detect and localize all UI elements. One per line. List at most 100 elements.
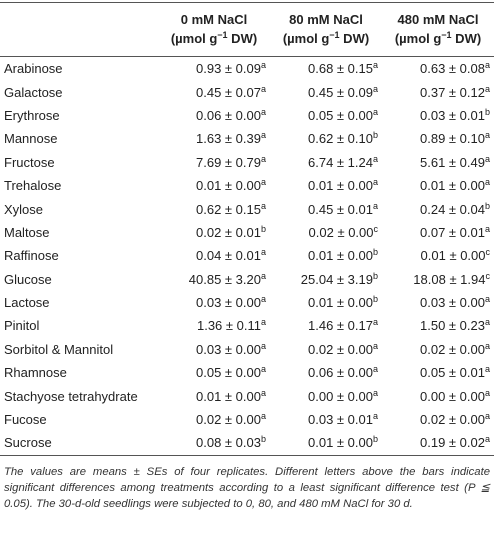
mean-se: 6.74 ± 1.24 (308, 154, 373, 170)
mean-se: 0.68 ± 0.15 (308, 61, 373, 77)
row-label: Raffinose (4, 248, 59, 264)
table-row: Stachyose tetrahydrate 0.01 ± 0.00a 0.00 ±… (0, 384, 494, 407)
value-cell: 1.36 ± 0.11a (158, 314, 270, 337)
significance-letter: a (260, 130, 266, 141)
mean-se: 0.02 ± 0.00 (308, 224, 374, 240)
mean-se: 0.05 ± 0.00 (196, 365, 261, 381)
significance-letter: b (260, 434, 266, 445)
mean-se: 0.01 ± 0.00 (420, 248, 486, 264)
row-label: Xylose (4, 201, 44, 217)
mean-se: 0.01 ± 0.00 (308, 248, 373, 264)
mean-se: 0.19 ± 0.02 (420, 435, 485, 451)
table-row: Xylose 0.62 ± 0.15a 0.45 ± 0.01a 0.24 ± 0.0… (0, 197, 494, 220)
mean-se: 0.03 ± 0.00 (196, 341, 261, 357)
unit-text: (µmol g (282, 31, 330, 46)
significance-letter: b (484, 106, 490, 117)
value-cell: 0.05 ± 0.00a (158, 361, 270, 384)
significance-letter: a (484, 387, 490, 398)
value-cell: 0.02 ± 0.00c (270, 221, 382, 244)
significance-letter: a (260, 177, 266, 188)
value-cell: 0.19 ± 0.02a (382, 431, 494, 455)
table-row: Fructose 7.69 ± 0.79a 6.74 ± 1.24a 5.61 ± 0… (0, 151, 494, 174)
significance-letter: b (372, 270, 378, 281)
significance-letter: a (372, 317, 378, 328)
mean-se: 0.89 ± 0.10 (420, 131, 485, 147)
row-label: Fucose (4, 412, 47, 428)
mean-se: 0.01 ± 0.00 (308, 435, 373, 451)
table-row: Mannose 1.63 ± 0.39a 0.62 ± 0.10b 0.89 ± 0.… (0, 127, 494, 150)
mean-se: 25.04 ± 3.19 (300, 271, 373, 287)
unit-text: DW) (451, 31, 482, 46)
row-label: Glucose (4, 271, 52, 287)
mean-se: 0.02 ± 0.01 (196, 224, 261, 240)
significance-letter: a (484, 177, 490, 188)
value-cell: 0.01 ± 0.00a (158, 174, 270, 197)
value-cell: 0.03 ± 0.00a (158, 338, 270, 361)
significance-letter: b (484, 200, 490, 211)
column-header: 80 mM NaCl (µmol g−1 DW) (270, 3, 382, 57)
significance-letter: a (484, 364, 490, 375)
table-row: Fucose 0.02 ± 0.00a 0.03 ± 0.01a 0.02 ± 0.0… (0, 408, 494, 431)
table-row: Rhamnose 0.05 ± 0.00a 0.06 ± 0.00a 0.05 ± 0… (0, 361, 494, 384)
significance-letter: a (260, 153, 266, 164)
value-cell: 0.03 ± 0.00a (382, 291, 494, 314)
significance-letter: a (484, 294, 490, 305)
significance-letter: a (484, 130, 490, 141)
value-cell: 0.68 ± 0.15a (270, 57, 382, 81)
mean-se: 0.08 ± 0.03 (196, 435, 261, 451)
value-cell: 0.62 ± 0.15a (158, 197, 270, 220)
value-cell: 1.50 ± 0.23a (382, 314, 494, 337)
mean-se: 0.01 ± 0.00 (420, 178, 485, 194)
mean-se: 1.63 ± 0.39 (196, 131, 261, 147)
value-cell: 0.01 ± 0.00a (158, 384, 270, 407)
value-cell: 40.85 ± 3.20a (158, 268, 270, 291)
significance-letter: a (372, 153, 378, 164)
value-cell: 0.06 ± 0.00a (270, 361, 382, 384)
row-label: Mannose (4, 131, 58, 147)
value-cell: 6.74 ± 1.24a (270, 151, 382, 174)
value-cell: 0.03 ± 0.00a (158, 291, 270, 314)
row-label: Sucrose (4, 435, 52, 451)
mean-se: 0.02 ± 0.00 (420, 412, 485, 428)
value-cell: 0.89 ± 0.10a (382, 127, 494, 150)
mean-se: 0.62 ± 0.15 (196, 201, 261, 217)
corner-cell (0, 3, 158, 57)
column-name: 480 mM NaCl (397, 12, 479, 27)
row-label: Arabinose (4, 61, 63, 77)
mean-se: 0.01 ± 0.00 (196, 388, 261, 404)
row-label: Rhamnose (4, 365, 67, 381)
mean-se: 0.03 ± 0.00 (196, 295, 261, 311)
significance-letter: a (484, 153, 490, 164)
mean-se: 0.45 ± 0.07 (196, 84, 261, 100)
significance-letter: b (372, 294, 378, 305)
value-cell: 18.08 ± 1.94c (382, 268, 494, 291)
value-cell: 0.01 ± 0.00a (382, 174, 494, 197)
significance-letter: a (372, 387, 378, 398)
value-cell: 0.01 ± 0.00a (270, 174, 382, 197)
header-row: 0 mM NaCl (µmol g−1 DW) 80 mM NaCl (µmol g−… (0, 2, 494, 57)
row-label: Fructose (4, 154, 55, 170)
value-cell: 0.06 ± 0.00a (158, 104, 270, 127)
mean-se: 0.93 ± 0.09 (196, 61, 261, 77)
significance-letter: a (372, 364, 378, 375)
mean-se: 5.61 ± 0.49 (420, 154, 485, 170)
mean-se: 0.01 ± 0.00 (308, 178, 373, 194)
value-cell: 0.02 ± 0.00a (270, 338, 382, 361)
row-label: Erythrose (4, 107, 60, 123)
significance-letter: a (260, 83, 266, 94)
data-table: 0 mM NaCl (µmol g−1 DW) 80 mM NaCl (µmol g−… (0, 2, 494, 456)
table-row: Raffinose 0.04 ± 0.01a 0.01 ± 0.00b 0.01 ± … (0, 244, 494, 267)
value-cell: 0.45 ± 0.07a (158, 80, 270, 103)
table-row: Trehalose 0.01 ± 0.00a 0.01 ± 0.00a 0.01 ± … (0, 174, 494, 197)
mean-se: 18.08 ± 1.94 (413, 271, 486, 287)
value-cell: 1.46 ± 0.17a (270, 314, 382, 337)
value-cell: 0.00 ± 0.00a (270, 384, 382, 407)
value-cell: 0.05 ± 0.01a (382, 361, 494, 384)
mean-se: 0.62 ± 0.10 (308, 131, 373, 147)
significance-letter: b (372, 130, 378, 141)
significance-letter: a (260, 200, 266, 211)
value-cell: 1.63 ± 0.39a (158, 127, 270, 150)
unit-text: (µmol g (170, 31, 218, 46)
mean-se: 1.50 ± 0.23 (420, 318, 485, 334)
